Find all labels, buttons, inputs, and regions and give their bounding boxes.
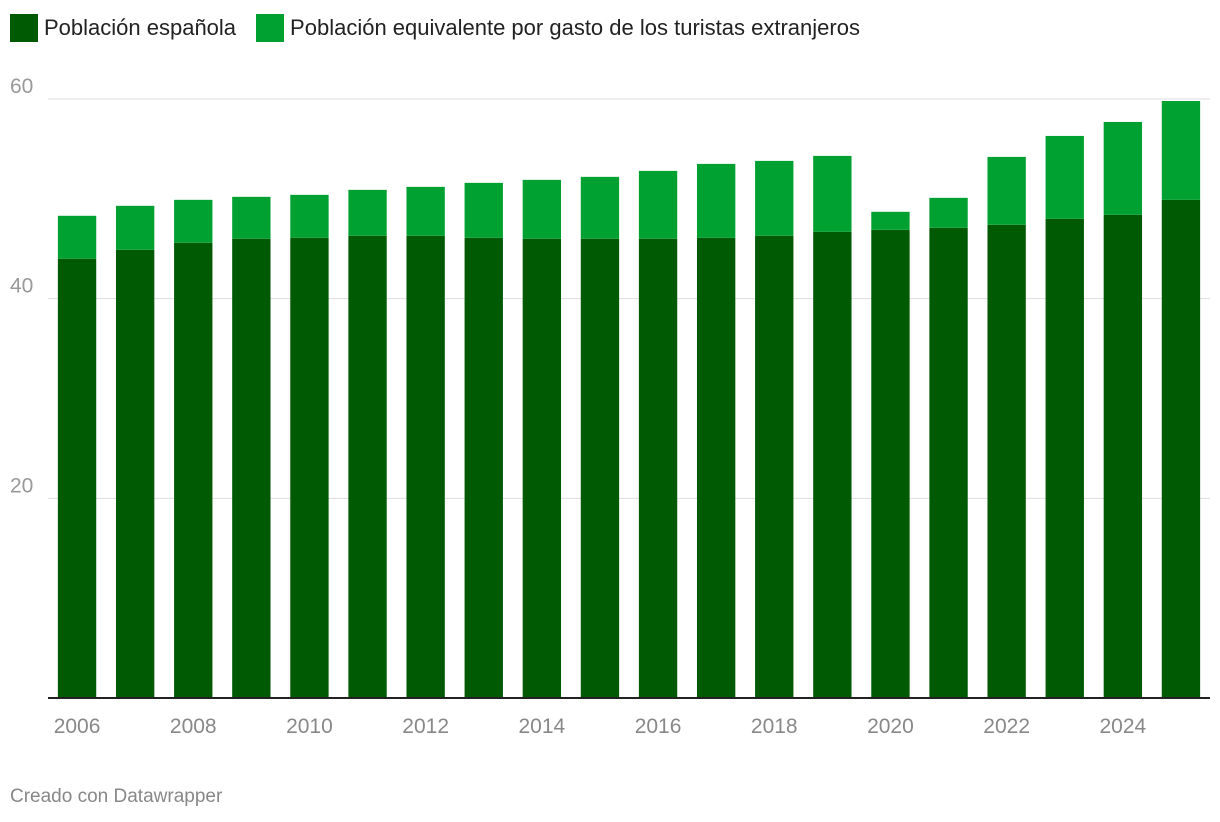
bar-2009-poblacion-espanola	[232, 238, 271, 698]
bar-2012-poblacion-espanola	[406, 235, 445, 698]
x-tick-label-2010: 2010	[286, 715, 333, 738]
y-tick-label-20: 20	[10, 474, 33, 497]
bar-2023-turistas	[1045, 135, 1084, 219]
bar-2014-poblacion-espanola	[522, 238, 562, 698]
x-tick-label-2022: 2022	[983, 715, 1030, 738]
y-tick-label-40: 40	[10, 275, 33, 298]
bar-2016-turistas	[638, 170, 678, 239]
legend-label-poblacion-espanola: Población española	[44, 15, 237, 40]
legend-label-turistas: Población equivalente por gasto de los t…	[290, 15, 860, 40]
bar-2023-poblacion-espanola	[1045, 218, 1084, 699]
bar-2022-turistas	[987, 156, 1026, 225]
bar-2018-turistas	[755, 160, 794, 236]
x-tick-label-2016: 2016	[635, 715, 682, 738]
bar-2022-poblacion-espanola	[987, 224, 1026, 699]
bar-2024-poblacion-espanola	[1103, 214, 1143, 698]
bar-2011-poblacion-espanola	[348, 235, 387, 698]
bar-2025-turistas	[1161, 100, 1201, 200]
bar-2021-poblacion-espanola	[929, 227, 968, 698]
bar-2016-poblacion-espanola	[638, 238, 678, 698]
legend-item-turistas: Población equivalente por gasto de los t…	[256, 14, 860, 42]
x-tick-label-2008: 2008	[170, 715, 217, 738]
bar-2018-poblacion-espanola	[755, 235, 794, 698]
bar-2006-turistas	[57, 215, 97, 259]
bar-2020-turistas	[871, 211, 910, 230]
bar-2021-turistas	[929, 197, 968, 228]
legend: Población española Población equivalente…	[10, 12, 880, 44]
bar-2008-poblacion-espanola	[174, 242, 213, 698]
bar-2014-turistas	[522, 179, 562, 239]
bar-2013-turistas	[464, 182, 503, 238]
bar-2006-poblacion-espanola	[57, 258, 97, 698]
legend-item-poblacion-espanola: Población española	[10, 14, 236, 42]
bar-2017-turistas	[696, 163, 736, 238]
bar-2025-poblacion-espanola	[1161, 199, 1201, 698]
bar-2010-turistas	[290, 194, 329, 238]
bar-2015-turistas	[580, 176, 620, 239]
x-tick-label-2018: 2018	[751, 715, 798, 738]
bar-2012-turistas	[406, 186, 445, 236]
y-tick-label-60: 60	[10, 75, 33, 98]
bar-2015-poblacion-espanola	[580, 238, 620, 698]
bar-2019-turistas	[813, 155, 852, 232]
bar-2009-turistas	[232, 196, 271, 239]
stacked-bar-chart: 20 40 60 2006 2008 2010 2012 2014 2016 2018 2020 20…	[10, 75, 1210, 738]
x-tick-label-2020: 2020	[867, 715, 914, 738]
bar-2017-poblacion-espanola	[696, 237, 736, 699]
legend-swatch-poblacion-espanola	[10, 14, 38, 42]
bar-2007-poblacion-espanola	[115, 249, 155, 698]
x-tick-label-2012: 2012	[402, 715, 449, 738]
bar-2010-poblacion-espanola	[290, 237, 329, 699]
bar-2020-poblacion-espanola	[871, 229, 910, 698]
bar-2024-turistas	[1103, 121, 1143, 215]
legend-swatch-turistas	[256, 14, 285, 42]
bar-2019-poblacion-espanola	[813, 231, 852, 699]
bar-2007-turistas	[115, 205, 155, 250]
x-tick-label-2014: 2014	[518, 715, 565, 738]
footer-credit: Creado con Datawrapper	[10, 786, 223, 807]
bar-2011-turistas	[348, 189, 387, 236]
bar-2013-poblacion-espanola	[464, 237, 503, 699]
bar-2008-turistas	[174, 199, 213, 243]
x-tick-label-2006: 2006	[54, 715, 101, 738]
x-tick-label-2024: 2024	[1099, 715, 1146, 738]
